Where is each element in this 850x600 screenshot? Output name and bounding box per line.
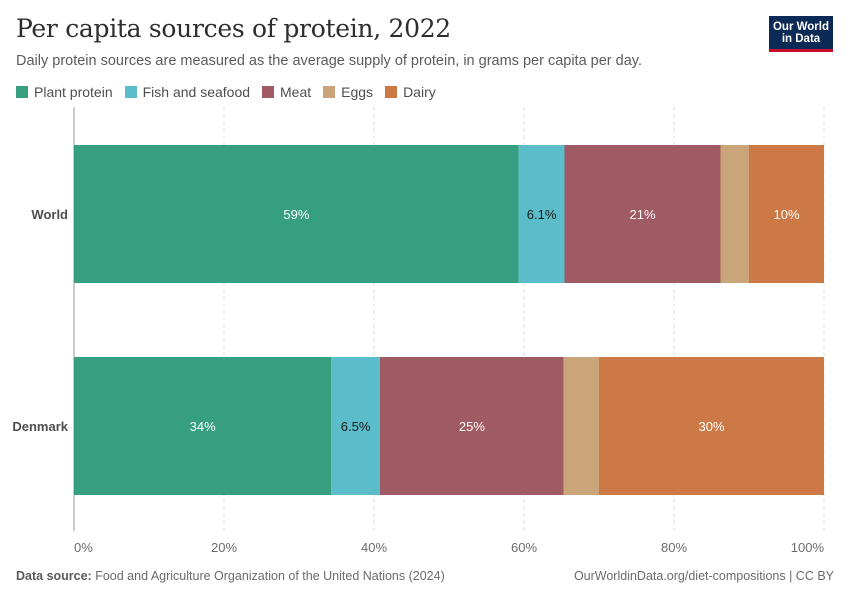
legend-swatch — [16, 86, 28, 98]
legend-label: Fish and seafood — [142, 84, 251, 100]
data-label-world-dairy: 10% — [773, 207, 799, 222]
category-label-world: World — [31, 207, 68, 222]
data-label-world-meat: 21% — [629, 207, 655, 222]
legend-item-plant-protein[interactable]: Plant protein — [16, 84, 113, 100]
owid-logo[interactable]: Our World in Data — [769, 16, 833, 52]
bar-segment-denmark-plant-protein — [74, 357, 332, 495]
legend-label: Meat — [280, 84, 312, 100]
x-tick-label: 20% — [211, 540, 237, 555]
data-source-label: Data source: — [16, 569, 92, 583]
legend-label: Plant protein — [34, 84, 113, 100]
data-label-world-plant-protein: 59% — [283, 207, 309, 222]
bar-segment-world-fish-and-seafood — [518, 145, 565, 283]
x-tick-label: 0% — [74, 540, 93, 555]
bar-segment-denmark-eggs — [563, 357, 599, 495]
category-label-denmark: Denmark — [12, 419, 68, 434]
logo-line-2: in Data — [781, 33, 821, 45]
x-tick-label: 100% — [791, 540, 825, 555]
chart-title: Per capita sources of protein, 2022 — [16, 14, 451, 43]
legend-item-meat[interactable]: Meat — [262, 84, 311, 100]
bar-segment-world-plant-protein — [74, 145, 519, 283]
chart-legend: Plant protein Fish and seafood Meat Eggs Dai… — [16, 84, 448, 100]
x-tick-label: 80% — [661, 540, 687, 555]
data-label-denmark-dairy: 30% — [698, 419, 724, 434]
legend-label: Dairy — [403, 84, 436, 100]
legend-label: Eggs — [341, 84, 374, 100]
data-label-world-fish-and-seafood: 6.1% — [527, 207, 557, 222]
logo-line-1: Our World — [772, 21, 829, 33]
legend-swatch — [262, 86, 275, 98]
legend-swatch — [323, 86, 336, 98]
data-source-text[interactable]: Food and Agriculture Organization of the… — [95, 569, 445, 583]
chart-subtitle: Daily protein sources are measured as th… — [16, 53, 642, 69]
data-label-denmark-plant-protein: 34% — [190, 419, 216, 434]
legend-swatch — [385, 86, 398, 98]
legend-item-eggs[interactable]: Eggs — [323, 84, 373, 100]
legend-swatch — [124, 86, 137, 98]
bar-segment-world-eggs — [720, 145, 749, 283]
bar-segment-world-dairy — [749, 145, 824, 283]
data-source: Data source: Food and Agriculture Organi… — [16, 569, 445, 583]
bar-segment-denmark-dairy — [599, 357, 824, 495]
legend-item-dairy[interactable]: Dairy — [385, 84, 436, 100]
bar-segment-denmark-fish-and-seafood — [331, 357, 380, 495]
source-url[interactable]: OurWorldinData.org/diet-compositions | C… — [573, 569, 834, 583]
bar-segment-denmark-meat — [380, 357, 564, 495]
bar-segment-world-meat — [564, 145, 721, 283]
x-tick-label: 60% — [511, 540, 537, 555]
legend-item-fish-and-seafood[interactable]: Fish and seafood — [124, 84, 251, 100]
x-tick-label: 40% — [361, 540, 387, 555]
data-label-denmark-fish-and-seafood: 6.5% — [341, 419, 371, 434]
data-label-denmark-meat: 25% — [459, 419, 485, 434]
